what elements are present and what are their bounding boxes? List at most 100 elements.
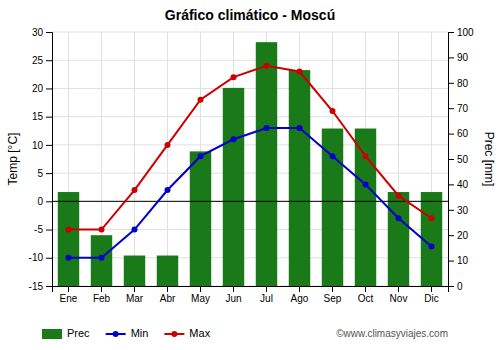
tick-label: 15: [32, 111, 44, 122]
marks: [58, 42, 442, 286]
tick-mark: [398, 286, 399, 292]
marker: [198, 97, 204, 103]
line-layer: [66, 63, 435, 261]
axis-line: [449, 33, 455, 287]
legend-label: Max: [189, 327, 210, 339]
tick-label: 50: [457, 154, 469, 165]
legend-swatch: [42, 329, 62, 339]
marker: [264, 63, 270, 69]
tick-label: 80: [457, 78, 469, 89]
tick: 60: [448, 128, 469, 139]
tick-label: 40: [457, 179, 469, 190]
tick: -10: [29, 252, 52, 263]
grid-line-x: [134, 32, 135, 286]
marker: [165, 142, 171, 148]
tick: 5: [37, 168, 52, 179]
tick-label: 0: [37, 196, 43, 207]
tick-mark: [46, 145, 52, 146]
bar: [256, 42, 277, 286]
axis-line: [53, 287, 449, 293]
tick-label: Ene: [60, 293, 78, 304]
tick: 10: [448, 255, 469, 266]
tick-label: 20: [457, 230, 469, 241]
bar-series: [58, 42, 442, 286]
tick-label: Dic: [424, 293, 438, 304]
y2-axis: 0102030405060708090100: [448, 27, 474, 292]
tick-mark: [448, 159, 454, 160]
bar: [322, 129, 343, 286]
grid-line-y: [52, 88, 448, 89]
marker: [99, 255, 105, 261]
tick-label: Nov: [390, 293, 408, 304]
tick-label: 5: [37, 168, 43, 179]
x-axis: EneFebMarAbrMayJunJulAgoSepOctNovDic: [53, 286, 449, 304]
tick-mark: [448, 184, 454, 185]
tick-mark: [233, 286, 234, 292]
tick-label: Jun: [225, 293, 241, 304]
tick-label: 25: [32, 55, 44, 66]
tick-label: 100: [457, 27, 474, 38]
legend-marker: [171, 331, 177, 337]
tick-label: -15: [29, 281, 44, 292]
annotation: ©www.climasyviajes.com: [336, 328, 448, 339]
marker: [231, 136, 237, 142]
legend: Prec Min Max: [42, 327, 211, 339]
tick: Nov: [390, 286, 408, 304]
tick-label: Feb: [93, 293, 111, 304]
tick: Feb: [93, 286, 111, 304]
marker: [66, 255, 72, 261]
tick-label: 10: [457, 255, 469, 266]
tick-mark: [46, 201, 52, 202]
tick-mark: [46, 258, 52, 259]
marker: [264, 125, 270, 131]
marker: [363, 181, 369, 187]
bar: [190, 151, 211, 286]
tick-mark: [68, 286, 69, 292]
tick-mark: [200, 286, 201, 292]
axis-line: [46, 33, 53, 287]
tick-label: 20: [32, 83, 44, 94]
tick: -15: [29, 281, 52, 292]
chart: -15-10-505101520253001020304050607080901…: [0, 0, 500, 350]
marker: [132, 187, 138, 193]
tick: 0: [37, 196, 52, 207]
tick-mark: [167, 286, 168, 292]
tick: 80: [448, 78, 469, 89]
tick-label: 70: [457, 103, 469, 114]
marker: [330, 108, 336, 114]
tick-label: 90: [457, 52, 469, 63]
tick: 20: [448, 230, 469, 241]
legend-label: Prec: [67, 327, 90, 339]
line: [69, 66, 432, 230]
tick: 30: [448, 205, 469, 216]
tick-mark: [448, 108, 454, 109]
tick-mark: [46, 88, 52, 89]
marker-series: [66, 63, 435, 233]
y-axis-title: Temp [°C]: [6, 133, 20, 186]
tick-label: Oct: [358, 293, 374, 304]
tick: Jun: [225, 286, 241, 304]
tick-label: Abr: [160, 293, 176, 304]
grid-line-x: [167, 32, 168, 286]
y-axis: -15-10-5051015202530: [29, 27, 53, 292]
grid: [52, 32, 448, 286]
tick: 50: [448, 154, 469, 165]
tick: Abr: [160, 286, 176, 304]
legend-label: Min: [131, 327, 149, 339]
line: [69, 128, 432, 258]
marker: [198, 153, 204, 159]
tick-mark: [46, 286, 52, 287]
tick-mark: [266, 286, 267, 292]
bar: [355, 129, 376, 286]
tick-mark: [448, 261, 454, 262]
tick-mark: [448, 134, 454, 135]
tick-label: -5: [34, 224, 43, 235]
tick: 40: [448, 179, 469, 190]
marker-series: [66, 125, 435, 261]
tick-mark: [431, 286, 432, 292]
tick: 20: [32, 83, 52, 94]
tick: 25: [32, 55, 52, 66]
grid-line-y: [52, 173, 448, 174]
tick: 70: [448, 103, 469, 114]
marker: [330, 153, 336, 159]
